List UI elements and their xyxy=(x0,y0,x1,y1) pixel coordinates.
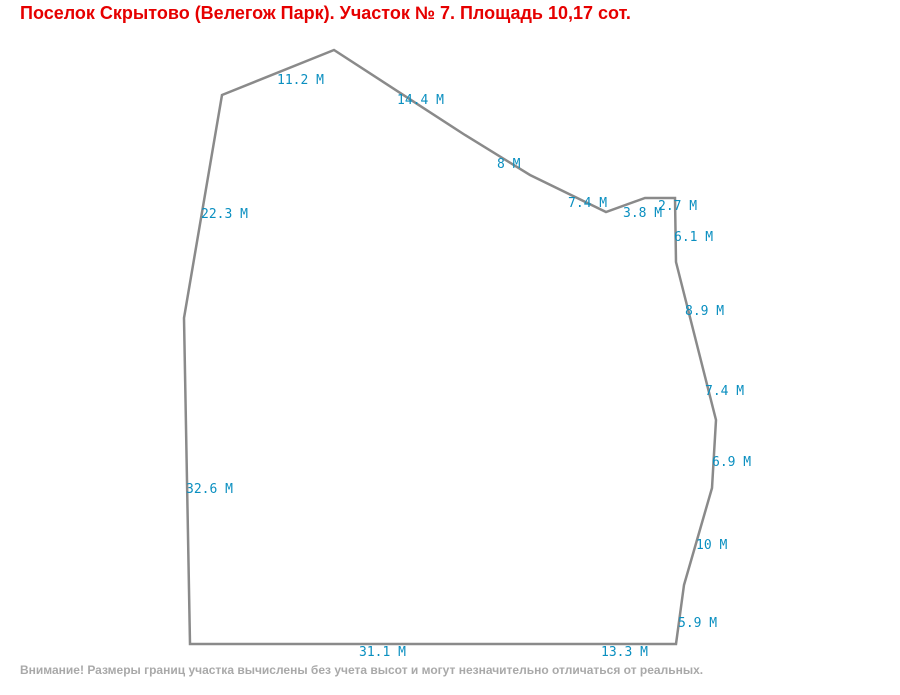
edge-label: 5.9 М xyxy=(678,616,717,631)
page-title: Поселок Скрытово (Велегож Парк). Участок… xyxy=(20,3,631,23)
edge-label: 6.1 М xyxy=(674,230,713,245)
edge-label: 7.4 М xyxy=(705,384,744,399)
edge-label: 8 М xyxy=(497,157,521,172)
edge-label: 3.8 М xyxy=(623,206,662,221)
plot-boundary xyxy=(182,48,718,646)
edge-label: 22.3 М xyxy=(201,207,248,222)
edge-label: 32.6 М xyxy=(186,482,233,497)
edge-label: 2.7 М xyxy=(658,199,697,214)
edge-label: 11.2 М xyxy=(277,73,324,88)
edge-label: 31.1 М xyxy=(359,645,406,660)
edge-label: 13.3 М xyxy=(601,645,648,660)
edge-label: 7.4 М xyxy=(568,196,607,211)
edge-labels: 11.2 М 14.4 М 8 М 7.4 М 3.8 М 2.7 М 6.1 … xyxy=(186,73,751,660)
edge-label: 10 М xyxy=(696,538,727,553)
edge-label: 14.4 М xyxy=(397,93,444,108)
edge-label: 8.9 М xyxy=(685,304,724,319)
disclaimer-note: Внимание! Размеры границ участка вычисле… xyxy=(20,663,704,677)
edge-label: 6.9 М xyxy=(712,455,751,470)
